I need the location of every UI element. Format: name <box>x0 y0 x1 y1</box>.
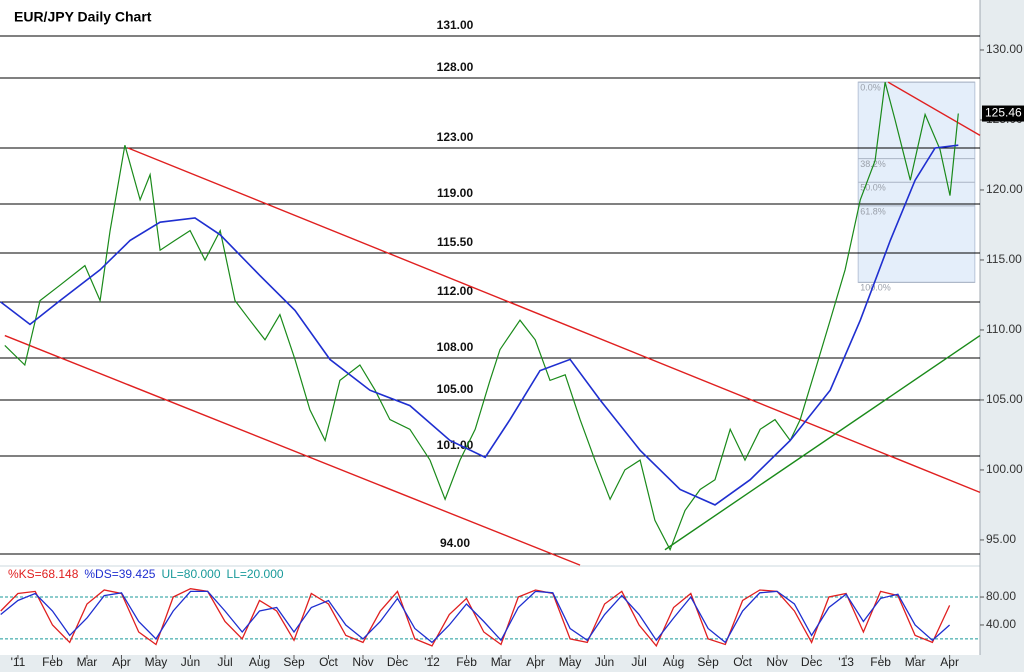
level-label: 101.00 <box>437 438 474 452</box>
x-tick-label: Mar <box>905 655 926 669</box>
x-tick-label: Oct <box>319 655 338 669</box>
x-tick-label: Feb <box>42 655 63 669</box>
trendline <box>127 147 981 493</box>
x-tick-label: Dec <box>387 655 408 669</box>
x-tick-label: Apr <box>526 655 545 669</box>
indicator-label: %DS=39.425 <box>84 567 155 581</box>
trendline <box>4 334 581 566</box>
x-tick-label: Jun <box>595 655 614 669</box>
x-tick-label: Nov <box>766 655 787 669</box>
level-label: 112.00 <box>437 284 473 298</box>
last-price-box <box>982 105 1024 122</box>
y-tick-label: 80.00 <box>986 589 1016 603</box>
level-label: 105.00 <box>437 382 474 396</box>
last-price-label: 125.46 <box>985 106 1022 120</box>
x-tick-label: Jun <box>181 655 200 669</box>
moving-average <box>0 144 959 506</box>
chart-title: EUR/JPY Daily Chart <box>14 9 152 25</box>
indicator-label: UL=80.000 <box>161 567 220 581</box>
plot: 95.00100.00105.00110.00115.00120.00125.0… <box>0 18 1024 669</box>
level-label: 128.00 <box>437 60 474 74</box>
x-tick-label: Sep <box>697 655 719 669</box>
level-label: 94.00 <box>440 536 470 550</box>
level-label: 115.50 <box>437 235 473 249</box>
fib-label: 0.0% <box>860 83 881 93</box>
x-tick-label: Apr <box>940 655 959 669</box>
fib-label: 50.0% <box>860 183 886 193</box>
x-tick-label: Jul <box>631 655 646 669</box>
fib-label: 38.2% <box>860 159 886 169</box>
x-tick-label: Dec <box>801 655 822 669</box>
x-tick-label: May <box>145 655 168 669</box>
stoch-panel <box>0 567 980 655</box>
level-label: 131.00 <box>437 18 474 32</box>
y-tick-label: 120.00 <box>986 182 1023 196</box>
level-label: 119.00 <box>437 186 473 200</box>
y-tick-label: 105.00 <box>986 392 1023 406</box>
level-label: 108.00 <box>437 340 474 354</box>
trendline <box>664 334 981 551</box>
x-tick-label: Sep <box>283 655 305 669</box>
x-tick-label: '11 <box>11 655 26 669</box>
x-tick-label: Feb <box>456 655 477 669</box>
stoch-k <box>0 588 951 648</box>
y-tick-label: 40.00 <box>986 617 1016 631</box>
price-line <box>4 82 959 552</box>
x-tick-label: Feb <box>870 655 891 669</box>
price-panel <box>0 0 980 565</box>
fib-label: 61.8% <box>860 206 886 216</box>
x-tick-label: May <box>559 655 582 669</box>
x-tick-label: Aug <box>249 655 270 669</box>
indicator-label: LL=20.000 <box>227 567 284 581</box>
x-tick-label: '12 <box>424 655 440 669</box>
y-tick-label: 100.00 <box>986 462 1023 476</box>
x-tick-label: Aug <box>663 655 684 669</box>
y-tick-label: 115.00 <box>986 252 1022 266</box>
y-tick-label: 110.00 <box>986 322 1022 336</box>
y-tick-label: 130.00 <box>986 42 1023 56</box>
x-tick-label: Nov <box>352 655 373 669</box>
y-tick-label: 95.00 <box>986 532 1016 546</box>
stoch-d <box>0 590 951 644</box>
level-label: 123.00 <box>437 130 474 144</box>
x-tick-label: Mar <box>77 655 98 669</box>
x-tick-label: Jul <box>217 655 232 669</box>
indicator-label: %KS=68.148 <box>8 567 79 581</box>
x-tick-label: '13 <box>838 655 854 669</box>
x-tick-label: Apr <box>112 655 131 669</box>
x-tick-label: Oct <box>733 655 752 669</box>
x-tick-label: Mar <box>491 655 512 669</box>
trendline <box>887 81 981 136</box>
fib-label: 100.0% <box>860 283 891 293</box>
